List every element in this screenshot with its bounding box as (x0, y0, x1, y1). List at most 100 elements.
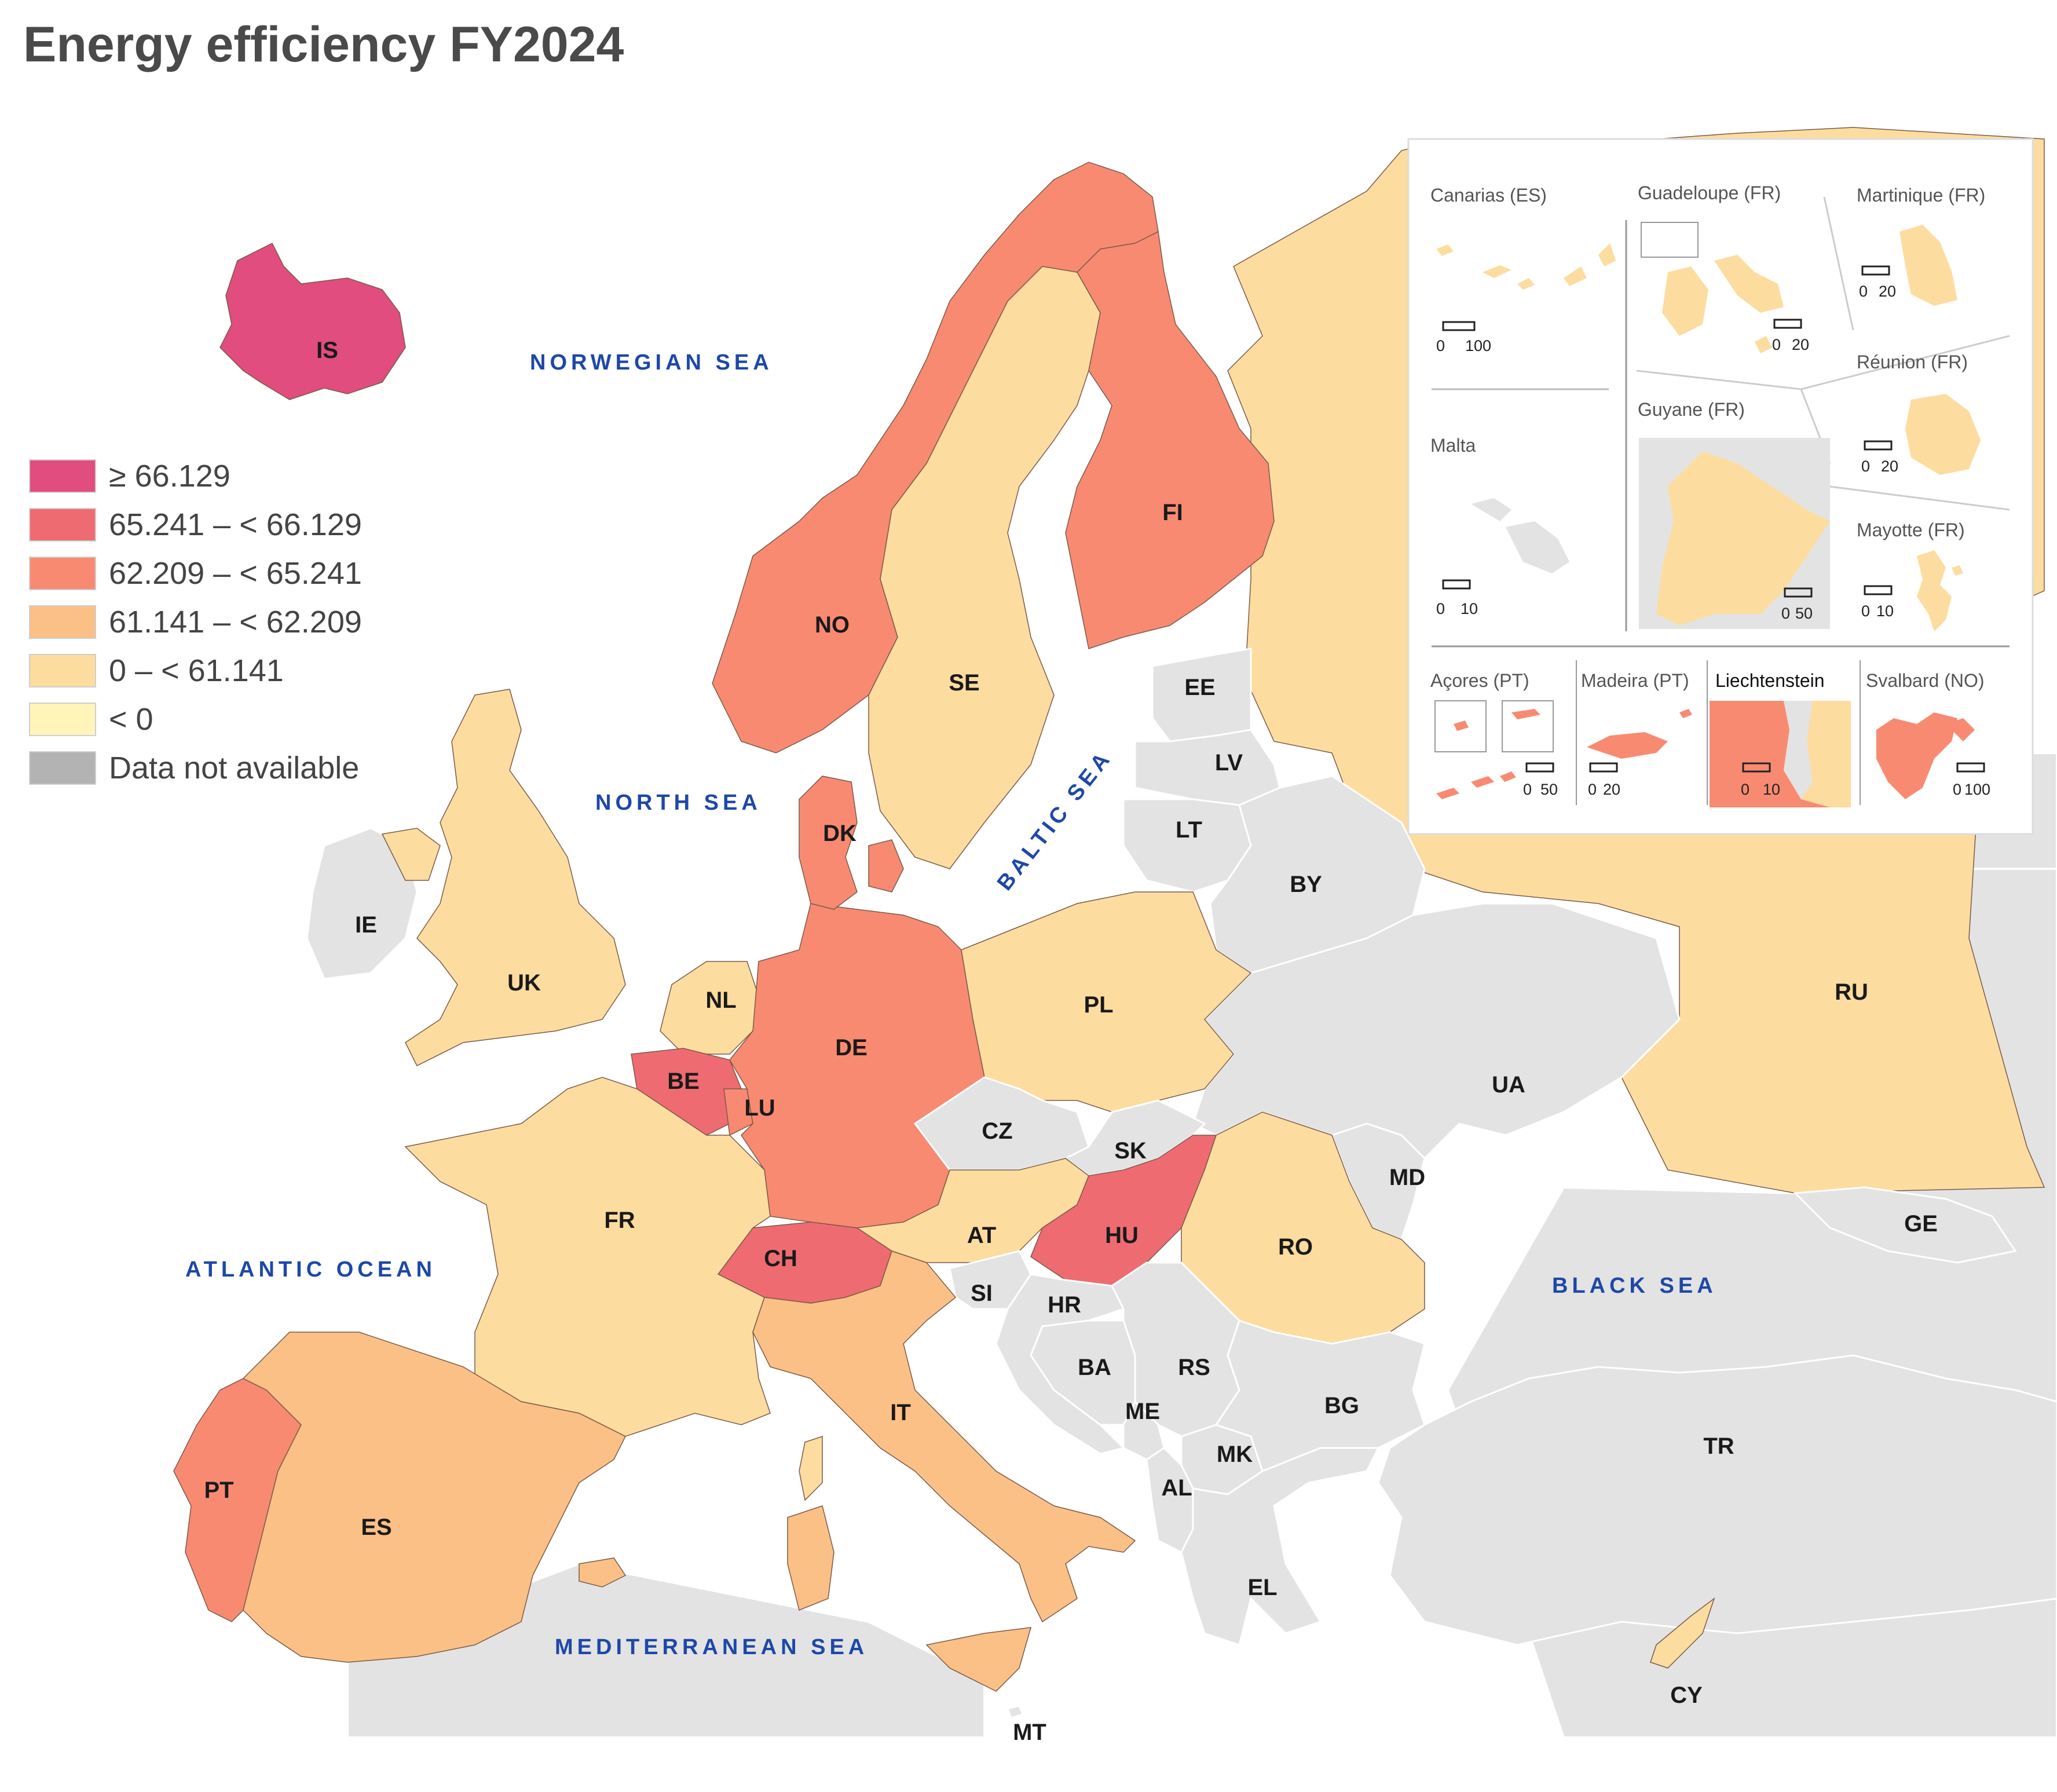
legend-item: Data not available (29, 744, 362, 792)
locator-box-acores-1 (1434, 700, 1487, 752)
legend-label: ≥ 66.129 (109, 459, 230, 493)
country-label-RO: RO (1278, 1234, 1313, 1260)
scale-label-svalbard-b: 100 (1964, 781, 1990, 798)
country-label-TR: TR (1703, 1433, 1734, 1459)
legend-item: 62.209 – < 65.241 (29, 549, 362, 598)
sea-label-mediterranean: MEDITERRANEAN SEA (555, 1635, 868, 1659)
legend-swatch (29, 751, 96, 785)
region-ES (242, 1332, 627, 1663)
legend-item: 0 – < 61.141 (29, 646, 362, 695)
region-DK (799, 776, 858, 910)
region-GE (1793, 1186, 2017, 1264)
country-label-SI: SI (971, 1281, 993, 1306)
country-label-FI: FI (1162, 500, 1183, 525)
country-label-NO: NO (815, 612, 850, 638)
scale-label-mayotte-b: 10 (1876, 602, 1894, 620)
country-label-IS: IS (316, 338, 338, 363)
legend-item: 65.241 – < 66.129 (29, 500, 362, 549)
country-label-LU: LU (744, 1095, 775, 1121)
scale-bar-guyane (1784, 587, 1813, 598)
inset-title-martinique: Martinique (FR) (1857, 185, 1985, 206)
inset-title-canarias: Canarias (ES) (1430, 185, 1547, 206)
country-label-HU: HU (1105, 1223, 1139, 1248)
scale-label-mayotte-a: 0 (1861, 602, 1870, 620)
inset-shape-guadeloupe (1662, 255, 1784, 353)
scale-label-malta-b: 10 (1461, 600, 1478, 617)
scale-label-martinique-b: 20 (1879, 283, 1896, 300)
country-label-MT: MT (1013, 1720, 1046, 1745)
inset-shape-guyane (1656, 452, 1830, 626)
country-label-RU: RU (1835, 979, 1868, 1005)
region-UK (405, 689, 626, 1067)
country-label-BY: BY (1290, 872, 1322, 897)
country-label-BE: BE (667, 1069, 700, 1094)
legend-label: 62.209 – < 65.241 (109, 556, 362, 591)
country-label-UA: UA (1492, 1072, 1525, 1098)
legend-swatch (29, 605, 96, 639)
region-FR (404, 1077, 771, 1437)
region-MT (1006, 1705, 1024, 1719)
inset-shape-svalbard (1876, 712, 1975, 799)
scale-label-liechtenstein-b: 10 (1763, 781, 1780, 798)
inset-neighbour-liechtenstein (1784, 701, 1813, 799)
region-RO (1181, 1111, 1425, 1344)
inset-shape-canarias (1436, 243, 1616, 290)
country-label-IT: IT (890, 1400, 911, 1425)
country-label-BG: BG (1324, 1393, 1359, 1418)
country-label-LT: LT (1176, 817, 1202, 843)
inset-shape-liechtenstein (1710, 701, 1830, 807)
region-IS (219, 242, 406, 400)
scale-bar-svalbard (1956, 762, 1985, 773)
region-TR (1377, 1354, 2057, 1646)
region-FI (1065, 231, 1275, 649)
inset-title-guyane: Guyane (FR) (1638, 399, 1745, 420)
inset-title-liechtenstein: Liechtenstein (1715, 670, 1825, 691)
country-label-DE: DE (835, 1035, 868, 1060)
sea-label-north: NORTH SEA (595, 791, 762, 815)
country-label-UK: UK (507, 970, 541, 996)
scale-bar-canarias (1442, 321, 1476, 331)
page-title: Energy efficiency FY2024 (23, 17, 624, 72)
region-CY (1650, 1597, 1715, 1669)
country-label-PL: PL (1084, 992, 1113, 1018)
country-label-SK: SK (1114, 1138, 1147, 1164)
scale-label-guadeloupe-b: 20 (1792, 336, 1809, 353)
country-label-CY: CY (1670, 1683, 1703, 1708)
country-label-BA: BA (1078, 1355, 1111, 1380)
inset-title-svalbard: Svalbard (NO) (1866, 670, 1985, 691)
sea-label-black: BLACK SEA (1552, 1274, 1717, 1298)
scale-label-liechtenstein-a: 0 (1741, 781, 1749, 798)
country-label-IE: IE (355, 912, 377, 938)
legend-swatch (29, 508, 96, 542)
inset-shape-martinique (1899, 225, 1957, 306)
legend-label: 65.241 – < 66.129 (109, 507, 362, 542)
scale-label-canarias-a: 0 (1436, 337, 1445, 354)
sea-label-atlantic: ATLANTIC OCEAN (185, 1257, 436, 1282)
inset-shape-madeira (1587, 709, 1692, 759)
scale-label-madeira-a: 0 (1588, 781, 1597, 798)
region-ES-balearic (579, 1557, 627, 1588)
country-label-GE: GE (1904, 1211, 1938, 1237)
scale-bar-reunion (1864, 440, 1893, 451)
locator-box-acores-2 (1502, 700, 1554, 752)
legend-swatch (29, 654, 96, 687)
inset-shape-malta (1471, 498, 1569, 573)
country-label-NL: NL (705, 988, 736, 1013)
inset-title-acores: Açores (PT) (1430, 670, 1529, 691)
legend-label: Data not available (109, 751, 360, 785)
region-EL (1180, 1447, 1380, 1646)
scale-label-canarias-b: 100 (1465, 337, 1491, 354)
legend-swatch (29, 459, 96, 493)
country-code-labels: IS NO SE FI EE LV LT BY DK IE UK NL BE L… (204, 338, 1937, 1745)
legend-item: ≥ 66.129 (29, 452, 362, 500)
scale-label-reunion-b: 20 (1881, 458, 1898, 475)
inset-title-guadeloupe: Guadeloupe (FR) (1638, 182, 1781, 203)
country-label-CH: CH (764, 1246, 797, 1271)
scale-bar-malta (1442, 579, 1471, 590)
scale-bar-madeira (1589, 762, 1618, 773)
scale-bar-guadeloupe (1773, 319, 1802, 329)
country-label-EE: EE (1184, 675, 1215, 700)
scale-bar-liechtenstein (1742, 762, 1771, 773)
region-DK-zealand (868, 839, 904, 893)
